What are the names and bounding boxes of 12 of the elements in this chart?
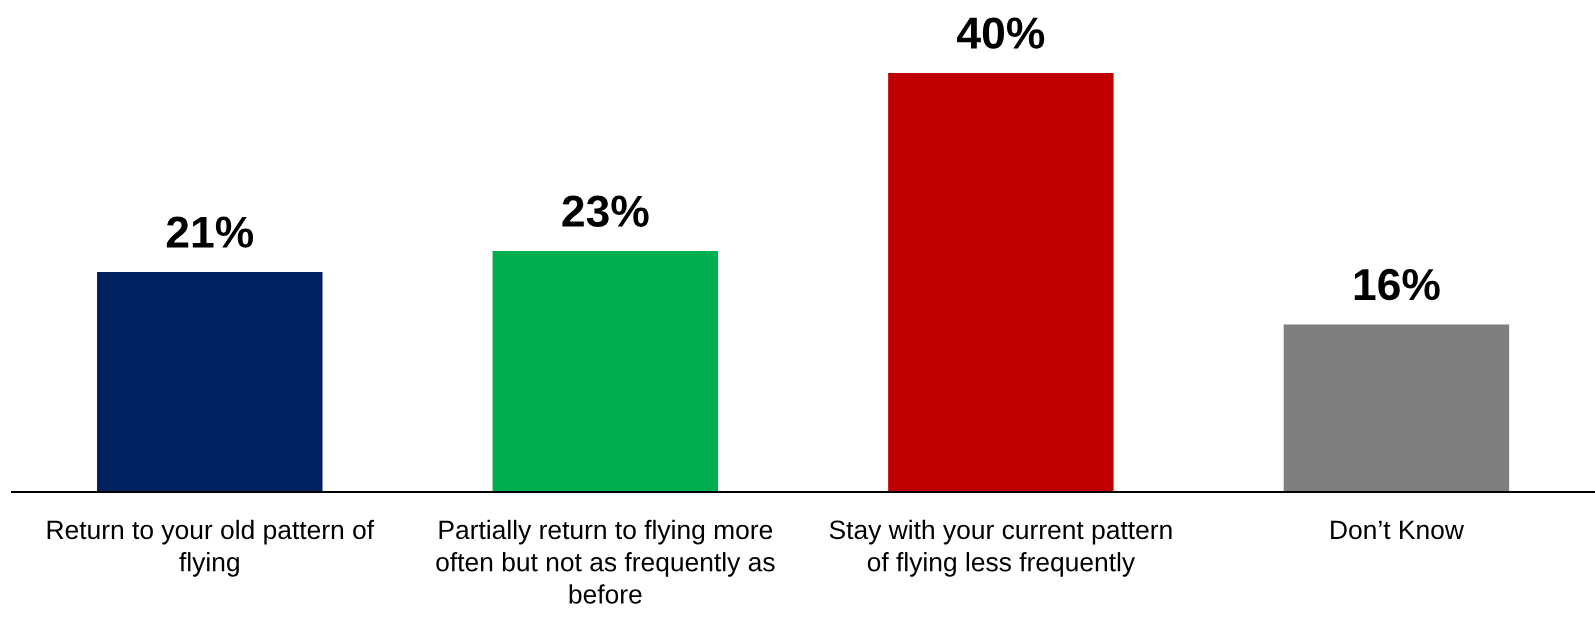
- bar: [888, 72, 1114, 493]
- x-tick-label: Stay with your current pattern of flying less frequently: [829, 519, 1172, 577]
- x-tick-label: Don’t Know: [1331, 520, 1464, 540]
- bar: [492, 251, 719, 493]
- x-tick-label: Return to your old pattern of flying: [47, 519, 375, 577]
- data-label: 21%: [166, 216, 254, 248]
- data-label: 40%: [957, 17, 1045, 49]
- x-tick-label: Partially return to flying more often but not as frequently as before: [436, 519, 775, 604]
- bar: [1283, 324, 1510, 493]
- bar: [97, 272, 323, 493]
- data-label: 16%: [1354, 268, 1440, 301]
- data-label: 23%: [562, 195, 649, 228]
